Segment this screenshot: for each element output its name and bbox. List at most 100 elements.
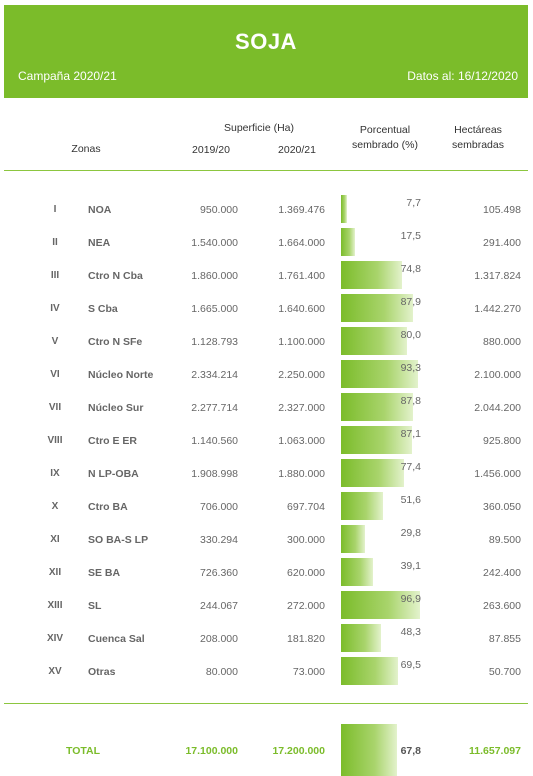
- zone-name: N LP-OBA: [88, 468, 139, 480]
- pct-bar: [341, 459, 405, 487]
- zone-number: VII: [48, 402, 62, 413]
- surface-2019: 2.277.714: [191, 402, 238, 414]
- hectareas-value: 89.500: [488, 534, 521, 546]
- pct-value: 51,6: [400, 494, 421, 506]
- total-divider: [4, 703, 528, 704]
- zone-number: XI: [50, 534, 60, 545]
- surface-2019: 706.000: [200, 501, 238, 513]
- hectareas-value: 880.000: [483, 336, 521, 348]
- page-title: SOJA: [235, 29, 297, 54]
- surface-2019: 244.067: [200, 600, 238, 612]
- total-row: TOTAL 17.100.000 17.200.000 67,8 11.657.…: [0, 724, 533, 776]
- table-row: VIII Ctro E ER 1.140.560 1.063.000 87,1 925.8…: [0, 424, 533, 457]
- header-divider: [4, 170, 528, 171]
- surface-2019: 1.128.793: [191, 336, 238, 348]
- table-row: IX N LP-OBA 1.908.998 1.880.000 77,4 1.456.00…: [0, 457, 533, 490]
- surface-2020: 697.704: [287, 501, 325, 513]
- surface-2019: 1.860.000: [191, 270, 238, 282]
- zone-number: IV: [50, 303, 60, 314]
- total-label: TOTAL: [66, 745, 101, 757]
- header-banner: SOJA Campaña 2020/21 Datos al: 16/12/202…: [4, 5, 528, 98]
- year-2020-header: 2020/21: [278, 144, 316, 156]
- campaign-label: Campaña 2020/21: [18, 69, 117, 83]
- zone-number: XIII: [47, 600, 63, 611]
- zonas-header: Zonas: [71, 143, 101, 155]
- zone-name: Ctro E ER: [88, 435, 138, 447]
- pct-value: 87,9: [400, 296, 421, 308]
- table-row: V Ctro N SFe 1.128.793 1.100.000 80,0 880.000: [0, 325, 533, 358]
- total-2020: 17.200.000: [272, 745, 325, 757]
- zone-number: II: [52, 237, 58, 248]
- pct-value: 87,8: [400, 395, 421, 407]
- surface-2020: 181.820: [287, 633, 325, 645]
- zone-name: NEA: [88, 237, 111, 249]
- surface-2020: 2.327.000: [278, 402, 325, 414]
- zone-number: V: [51, 336, 59, 347]
- pct-value: 96,9: [400, 593, 421, 605]
- zone-number: XII: [48, 567, 62, 578]
- zone-name: Ctro N Cba: [88, 270, 143, 282]
- table-row: XII SE BA 726.360 620.000 39,1 242.400: [0, 556, 533, 589]
- table-row: XI SO BA-S LP 330.294 300.000 29,8 89.500: [0, 523, 533, 556]
- pct-value: 7,7: [406, 197, 421, 209]
- hectareas-value: 2.044.200: [474, 402, 521, 414]
- surface-2019: 208.000: [200, 633, 238, 645]
- pct-bar: [341, 558, 374, 586]
- zone-number: I: [53, 204, 57, 215]
- zone-number: VI: [50, 369, 60, 380]
- table-row: IV S Cba 1.665.000 1.640.600 87,9 1.442.270: [0, 292, 533, 325]
- zone-name: S Cba: [88, 303, 118, 315]
- hectareas-value: 87.855: [488, 633, 521, 645]
- surface-2020: 1.063.000: [278, 435, 325, 447]
- hectareas-value: 1.317.824: [474, 270, 521, 282]
- pct-value: 87,1: [400, 428, 421, 440]
- pct-bar: [341, 492, 384, 520]
- hectareas-value: 105.498: [483, 204, 521, 216]
- pct-value: 29,8: [400, 527, 421, 539]
- table-row: XIV Cuenca Sal 208.000 181.820 48,3 87.855: [0, 622, 533, 655]
- hectareas-header-line2: sembradas: [452, 139, 504, 151]
- surface-2020: 1.100.000: [278, 336, 325, 348]
- zone-name: SE BA: [88, 567, 121, 579]
- pct-bar: [341, 360, 418, 388]
- surface-2019: 1.908.998: [191, 468, 238, 480]
- data-date-label: Datos al: 16/12/2020: [407, 69, 518, 83]
- zone-number: III: [50, 270, 60, 281]
- hectareas-value: 360.050: [483, 501, 521, 513]
- surface-2019: 1.540.000: [191, 237, 238, 249]
- pct-value: 74,8: [400, 263, 421, 275]
- zone-number: XV: [48, 666, 62, 677]
- surface-2020: 1.761.400: [278, 270, 325, 282]
- zone-name: Cuenca Sal: [88, 633, 145, 645]
- surface-2020: 2.250.000: [278, 369, 325, 381]
- total-pct: 67,8: [400, 745, 421, 757]
- year-2019-header: 2019/20: [192, 144, 230, 156]
- zone-name: Ctro N SFe: [88, 336, 143, 348]
- zone-name: Otras: [88, 666, 116, 678]
- hectareas-value: 291.400: [483, 237, 521, 249]
- porcentual-header-line1: Porcentual: [359, 124, 411, 136]
- pct-bar: [341, 525, 366, 553]
- zone-name: Ctro BA: [88, 501, 128, 513]
- pct-bar: [341, 327, 407, 355]
- pct-value: 69,5: [400, 659, 421, 671]
- zone-name: SL: [88, 600, 102, 612]
- zone-name: SO BA-S LP: [88, 534, 149, 546]
- total-2019: 17.100.000: [185, 745, 238, 757]
- table-row: X Ctro BA 706.000 697.704 51,6 360.050: [0, 490, 533, 523]
- zone-number: VIII: [47, 435, 63, 446]
- zone-name: Núcleo Sur: [88, 402, 144, 414]
- pct-value: 17,5: [400, 230, 421, 242]
- table-row: II NEA 1.540.000 1.664.000 17,5 291.400: [0, 226, 533, 259]
- zone-number: X: [51, 501, 59, 512]
- surface-2019: 726.360: [200, 567, 238, 579]
- surface-2020: 1.369.476: [278, 204, 325, 216]
- surface-2020: 620.000: [287, 567, 325, 579]
- table-row: VI Núcleo Norte 2.334.214 2.250.000 93,3 2.10…: [0, 358, 533, 391]
- surface-2019: 80.000: [205, 666, 238, 678]
- pct-value: 77,4: [400, 461, 421, 473]
- table-row: VII Núcleo Sur 2.277.714 2.327.000 87,8 2.044…: [0, 391, 533, 424]
- surface-2020: 73.000: [292, 666, 325, 678]
- zone-number: XIV: [46, 633, 64, 644]
- surface-2020: 272.000: [287, 600, 325, 612]
